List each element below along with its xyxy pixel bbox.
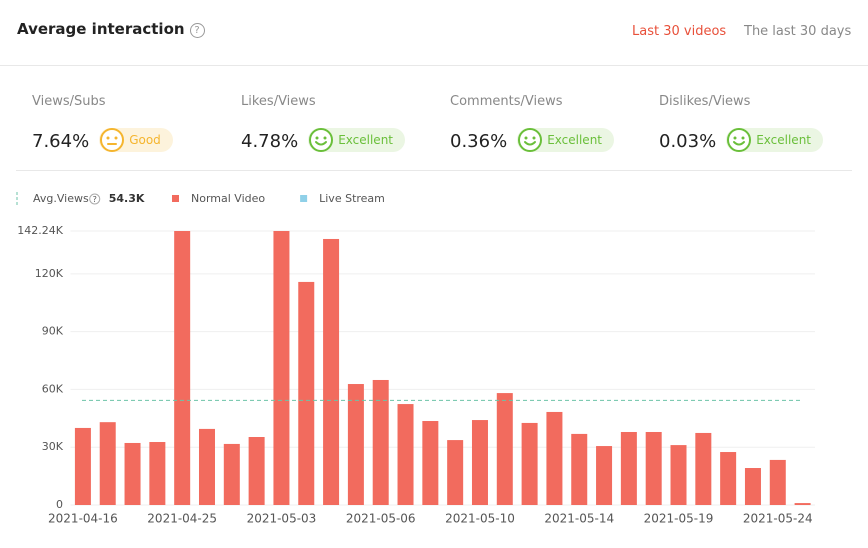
face-icon: [727, 128, 752, 152]
face: [518, 128, 543, 152]
eye: [315, 136, 319, 140]
metric-label: Comments/Views: [450, 94, 563, 109]
bar: [596, 446, 613, 505]
eye: [532, 136, 536, 140]
bar: [74, 427, 91, 505]
tab[interactable]: Last 30 videos: [632, 24, 727, 39]
x-tick-label: 2021-04-16: [48, 512, 118, 526]
bar: [149, 442, 166, 505]
eye: [106, 136, 110, 140]
help-q: ?: [93, 195, 97, 204]
legend-label: Live Stream: [319, 192, 385, 205]
bar: [397, 404, 414, 505]
metrics: Views/Subs 7.64% Good Likes/Views 4.78% Excel…: [16, 66, 852, 171]
chart: 0 30K 60K 90K 120K 142.24K Avg.Views? 54.3K Norm…: [16, 192, 815, 526]
metric-label: Views/Subs: [32, 94, 106, 109]
y-tick-label: 0: [56, 498, 63, 511]
bar: [744, 468, 761, 505]
eye: [114, 136, 118, 140]
metric-value: 0.36%: [450, 131, 508, 152]
bar: [223, 443, 240, 505]
bar: [695, 432, 712, 505]
face-icon: [518, 128, 543, 152]
bar: [99, 422, 116, 505]
x-tick-label: 2021-05-10: [445, 512, 515, 526]
x-tick-label: 2021-05-03: [247, 512, 317, 526]
x-tick-label: 2021-04-25: [147, 512, 217, 526]
face-icon: [100, 128, 125, 152]
tab[interactable]: The last 30 days: [744, 24, 852, 39]
bar: [198, 428, 215, 505]
help-icon[interactable]: ?: [189, 23, 205, 38]
metric-label: Likes/Views: [241, 94, 316, 109]
y-tick-label: 60K: [42, 382, 64, 395]
bar: [620, 431, 637, 505]
bar: [422, 421, 439, 505]
bar: [447, 440, 464, 505]
bar: [372, 379, 389, 505]
help-icon: [89, 193, 101, 205]
badge-text: Excellent: [756, 133, 812, 147]
mouth: [315, 141, 328, 146]
bar: [471, 420, 488, 505]
badge-text: Excellent: [338, 133, 394, 147]
x-tick-label: 2021-05-14: [544, 512, 614, 526]
bar: [248, 437, 265, 505]
badge: Excellent: [726, 128, 824, 152]
bar: [720, 452, 737, 505]
legend-swatch: [300, 195, 308, 202]
eye: [323, 136, 327, 140]
bar: [670, 445, 687, 505]
legend-label: Avg.Views: [33, 192, 89, 205]
face: [100, 128, 125, 152]
metric-value: 4.78%: [241, 131, 299, 152]
metric-label: Dislikes/Views: [659, 94, 751, 109]
bar: [571, 433, 588, 505]
x-tick-label: 2021-05-19: [644, 512, 714, 526]
mouth: [733, 141, 746, 146]
bar: [496, 393, 513, 505]
face: [727, 128, 752, 152]
metric-value: 7.64%: [32, 131, 90, 152]
eye: [524, 136, 528, 140]
bar: [794, 503, 811, 505]
header: Average interaction? Last 30 videos The …: [0, 0, 868, 66]
bar: [347, 384, 364, 505]
bar: [298, 281, 315, 505]
face-icon: [309, 128, 334, 152]
metric-value: 0.03%: [659, 131, 717, 152]
legend-swatch: [172, 195, 179, 202]
x-tick-label: 2021-05-06: [346, 512, 416, 526]
bar: [769, 459, 786, 505]
badge: Good: [99, 128, 173, 152]
badge-text: Good: [129, 133, 161, 147]
face: [309, 128, 334, 152]
bar: [174, 231, 191, 505]
bar: [273, 231, 290, 505]
y-tick-label: 120K: [35, 267, 64, 280]
badge: Excellent: [308, 128, 406, 152]
y-tick-label: 90K: [42, 325, 64, 338]
y-tick-label: 142.24K: [17, 224, 63, 237]
bar: [645, 431, 662, 505]
bar: [323, 238, 340, 505]
y-tick-label: 30K: [42, 440, 64, 453]
bar: [124, 442, 141, 505]
eye: [741, 136, 745, 140]
eye: [733, 136, 737, 140]
title-wrap: Average interaction?: [17, 20, 205, 38]
badge: Excellent: [517, 128, 615, 152]
mouth: [524, 141, 537, 146]
x-tick-label: 2021-05-24: [743, 512, 813, 526]
title: Average interaction: [17, 20, 185, 38]
badge-text: Excellent: [547, 133, 603, 147]
legend-label: Normal Video: [191, 192, 265, 205]
bar: [521, 422, 538, 505]
bar: [546, 411, 563, 505]
avg-value: 54.3K: [109, 192, 145, 205]
